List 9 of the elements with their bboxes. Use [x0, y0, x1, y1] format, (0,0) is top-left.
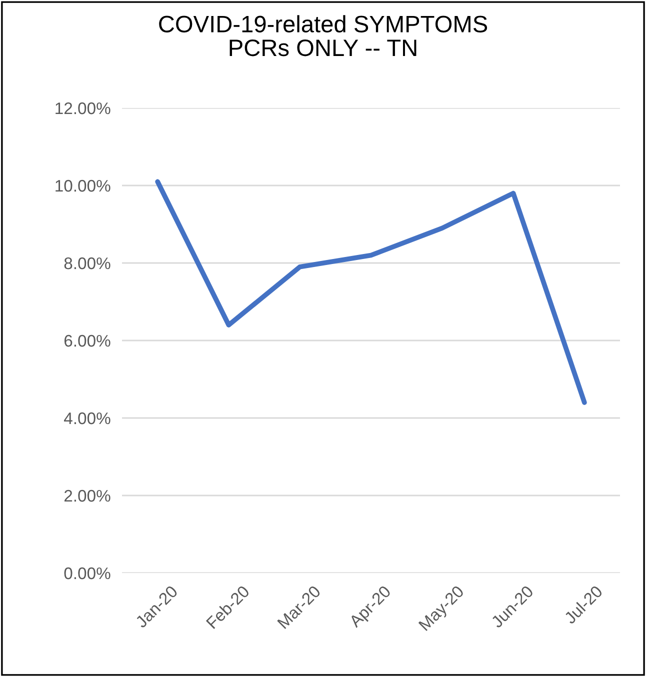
y-tick-label: 0.00% — [64, 567, 110, 580]
y-tick-label: 2.00% — [64, 490, 110, 502]
y-tick-label: 12.00% — [56, 102, 110, 114]
y-tick-label: 8.00% — [64, 257, 110, 270]
y-tick-label: 4.00% — [64, 412, 110, 424]
y-tick-label: 6.00% — [64, 334, 110, 347]
chart-title: COVID-19-related SYMPTOMS PCRs ONLY -- TN — [159, 15, 488, 56]
y-tick-label: 10.00% — [56, 180, 110, 192]
line-series — [155, 179, 587, 405]
